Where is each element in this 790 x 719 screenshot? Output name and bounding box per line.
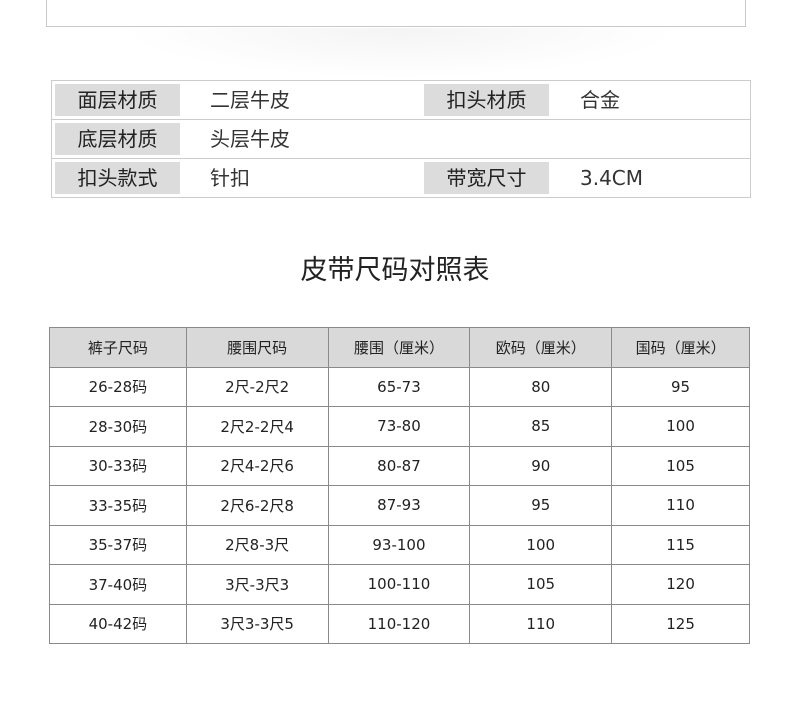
table-cell: 35-37码 [49,524,187,565]
table-cell: 100-110 [327,564,471,605]
table-row: 28-30码 2尺2-2尺4 73-80 85 100 [49,406,750,447]
spec-row: 底层材质 头层牛皮 [52,119,750,158]
table-row: 33-35码 2尺6-2尺8 87-93 95 110 [49,485,750,526]
spec-value: 合金 [580,88,620,112]
table-cell: 2尺2-2尺4 [185,406,329,447]
table-cell: 105 [469,564,613,605]
image-shadow [120,28,680,78]
column-header: 国码（厘米） [611,327,750,368]
table-cell: 120 [611,564,750,605]
table-cell: 115 [611,524,750,565]
table-cell: 80 [469,366,613,407]
spec-value: 针扣 [210,166,250,190]
spec-value: 头层牛皮 [210,127,290,151]
table-cell: 105 [611,445,750,486]
table-cell: 90 [469,445,613,486]
table-cell: 110 [611,485,750,526]
table-cell: 95 [469,485,613,526]
spec-row: 面层材质 二层牛皮 扣头材质 合金 [52,81,750,119]
spec-label: 带宽尺寸 [424,162,549,194]
column-header: 腰围尺码 [185,327,329,368]
spec-value: 二层牛皮 [210,88,290,112]
table-cell: 26-28码 [49,366,187,407]
spec-label: 扣头材质 [424,84,549,116]
table-cell: 87-93 [327,485,471,526]
column-header: 欧码（厘米） [469,327,613,368]
table-cell: 85 [469,406,613,447]
table-cell: 110 [469,603,613,644]
column-header: 腰围（厘米） [327,327,471,368]
header-row: 裤子尺码 腰围尺码 腰围（厘米） 欧码（厘米） 国码（厘米） [49,327,750,368]
table-cell: 80-87 [327,445,471,486]
spec-row: 扣头款式 针扣 带宽尺寸 3.4CM [52,158,750,197]
table-cell: 125 [611,603,750,644]
column-header: 裤子尺码 [49,327,187,368]
table-cell: 2尺4-2尺6 [185,445,329,486]
table-cell: 2尺6-2尺8 [185,485,329,526]
size-chart-title: 皮带尺码对照表 [300,255,490,286]
spec-label: 底层材质 [55,123,180,155]
table-row: 35-37码 2尺8-3尺 93-100 100 115 [49,524,750,565]
table-row: 40-42码 3尺3-3尺5 110-120 110 125 [49,603,750,644]
table-cell: 65-73 [327,366,471,407]
table-cell: 100 [469,524,613,565]
table-cell: 33-35码 [49,485,187,526]
table-cell: 2尺-2尺2 [185,366,329,407]
spec-table: 面层材质 二层牛皮 扣头材质 合金底层材质 头层牛皮扣头款式 针扣 带宽尺寸 3.4CM [51,80,751,198]
table-row: 30-33码 2尺4-2尺6 80-87 90 105 [49,445,750,486]
table-cell: 110-120 [327,603,471,644]
size-chart-table: 裤子尺码 腰围尺码 腰围（厘米） 欧码（厘米） 国码（厘米） 26-28码 2尺-2尺2 6… [49,327,750,644]
table-cell: 100 [611,406,750,447]
product-image-frame [46,0,746,27]
table-cell: 30-33码 [49,445,187,486]
table-cell: 37-40码 [49,564,187,605]
spec-label: 扣头款式 [55,162,180,194]
table-cell: 73-80 [327,406,471,447]
table-cell: 2尺8-3尺 [185,524,329,565]
table-row: 26-28码 2尺-2尺2 65-73 80 95 [49,366,750,407]
table-cell: 93-100 [327,524,471,565]
spec-value: 3.4CM [580,166,644,190]
spec-label: 面层材质 [55,84,180,116]
table-cell: 95 [611,366,750,407]
table-cell: 3尺3-3尺5 [185,603,329,644]
table-cell: 3尺-3尺3 [185,564,329,605]
table-cell: 28-30码 [49,406,187,447]
table-cell: 40-42码 [49,603,187,644]
table-row: 37-40码 3尺-3尺3 100-110 105 120 [49,564,750,605]
